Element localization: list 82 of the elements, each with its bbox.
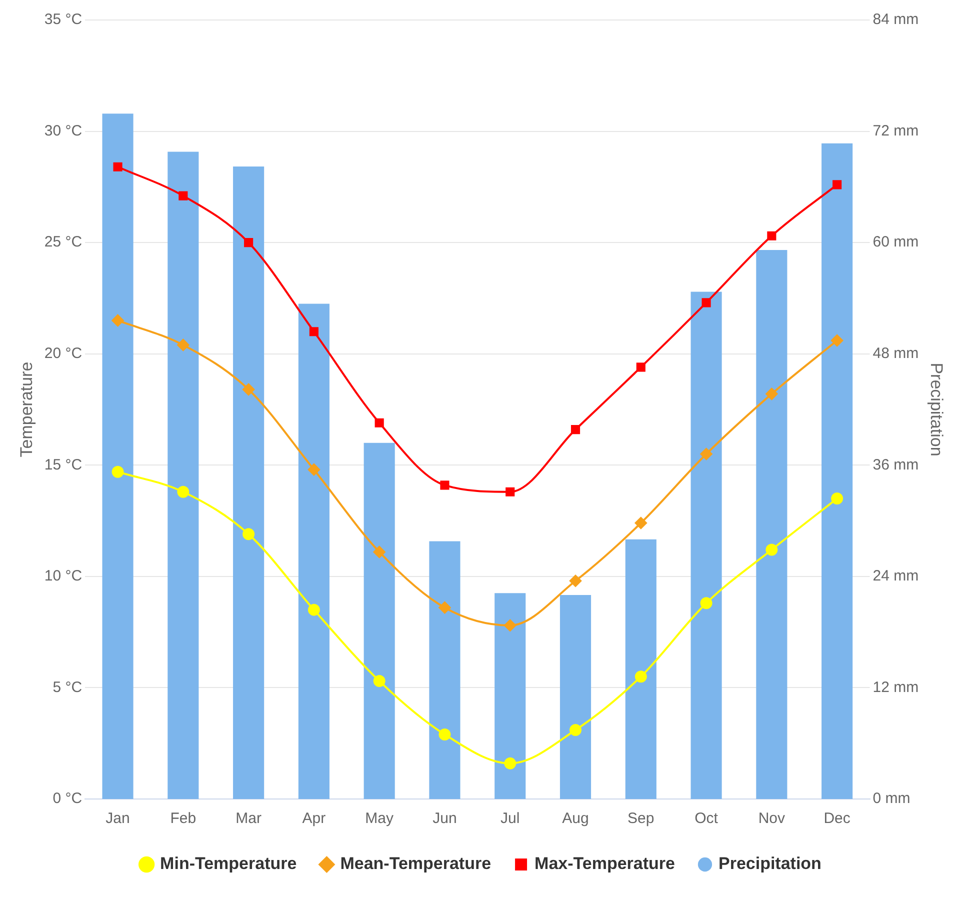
y2-tick-label: 24 mm — [872, 568, 919, 585]
bar — [494, 593, 526, 799]
y-axis-title: Temperature — [16, 362, 36, 458]
bar — [756, 250, 788, 799]
point — [504, 619, 516, 632]
y-tick-label: 30 °C — [44, 122, 82, 140]
point — [634, 670, 647, 683]
y-tick-label: 15 °C — [44, 456, 82, 474]
x-tick-label: Apr — [302, 810, 326, 828]
x-tick-label: Aug — [562, 810, 589, 828]
point — [112, 314, 124, 326]
bar — [560, 594, 592, 799]
bar — [298, 304, 330, 799]
point — [178, 191, 188, 200]
point — [700, 597, 712, 610]
point — [570, 724, 582, 736]
x-tick-label: Mar — [236, 810, 262, 828]
bar — [429, 541, 460, 799]
bar — [364, 442, 395, 799]
point — [440, 480, 450, 490]
x-tick-label: Feb — [170, 810, 196, 828]
point — [244, 238, 254, 248]
x-tick-label: May — [365, 810, 394, 828]
point — [700, 448, 712, 460]
point — [308, 464, 320, 476]
x-tick-label: Oct — [694, 810, 719, 828]
x-tick-label: Jan — [106, 810, 130, 828]
bar — [690, 292, 722, 799]
point — [112, 466, 124, 478]
y2-tick-label: 84 mm — [872, 11, 919, 28]
point — [374, 418, 384, 428]
legend-label: Min-Temperature — [160, 854, 297, 874]
bar — [168, 152, 199, 799]
point — [767, 231, 776, 240]
bar — [102, 114, 134, 799]
point — [438, 602, 451, 614]
point — [504, 757, 516, 770]
point — [438, 728, 451, 740]
x-tick-label: Jul — [500, 810, 520, 828]
x-tick-label: Sep — [628, 810, 654, 828]
y-tick-label: 10 °C — [44, 568, 82, 585]
x-tick-label: Dec — [824, 810, 851, 828]
point — [570, 574, 582, 587]
point — [308, 604, 320, 616]
point — [831, 334, 844, 347]
y-tick-label: 0 °C — [52, 790, 82, 808]
y2-axis-title: Precipitation — [927, 362, 946, 456]
y2-tick-label: 48 mm — [872, 345, 919, 362]
y2-tick-label: 60 mm — [872, 234, 919, 251]
point — [242, 383, 255, 396]
point — [242, 528, 255, 540]
y-tick-label: 5 °C — [52, 678, 82, 696]
bar — [822, 143, 853, 799]
point — [702, 298, 711, 308]
point — [831, 492, 844, 505]
y2-tick-label: 12 mm — [872, 678, 919, 696]
y2-tick-label: 72 mm — [872, 122, 919, 140]
point — [570, 424, 580, 434]
y-tick-label: 20 °C — [44, 345, 82, 362]
y2-tick-label: 36 mm — [872, 456, 919, 474]
legend-label: Precipitation — [718, 854, 822, 874]
point — [636, 362, 646, 372]
point — [373, 675, 386, 688]
point — [309, 327, 318, 336]
point — [373, 546, 386, 558]
point — [832, 180, 842, 190]
point — [177, 338, 190, 351]
legend-label: Max-Temperature — [534, 854, 675, 874]
point — [766, 544, 778, 556]
point — [113, 162, 122, 172]
x-tick-label: Jun — [432, 810, 457, 828]
legend-label: Mean-Temperature — [340, 854, 492, 874]
bar — [233, 166, 264, 799]
y-tick-label: 35 °C — [44, 11, 82, 28]
x-tick-label: Nov — [758, 810, 786, 828]
y2-tick-label: 0 mm — [872, 790, 910, 808]
point — [634, 517, 647, 530]
point — [506, 487, 515, 496]
point — [177, 486, 190, 498]
point — [766, 388, 778, 400]
y-tick-label: 25 °C — [44, 234, 82, 251]
bar — [625, 539, 656, 799]
